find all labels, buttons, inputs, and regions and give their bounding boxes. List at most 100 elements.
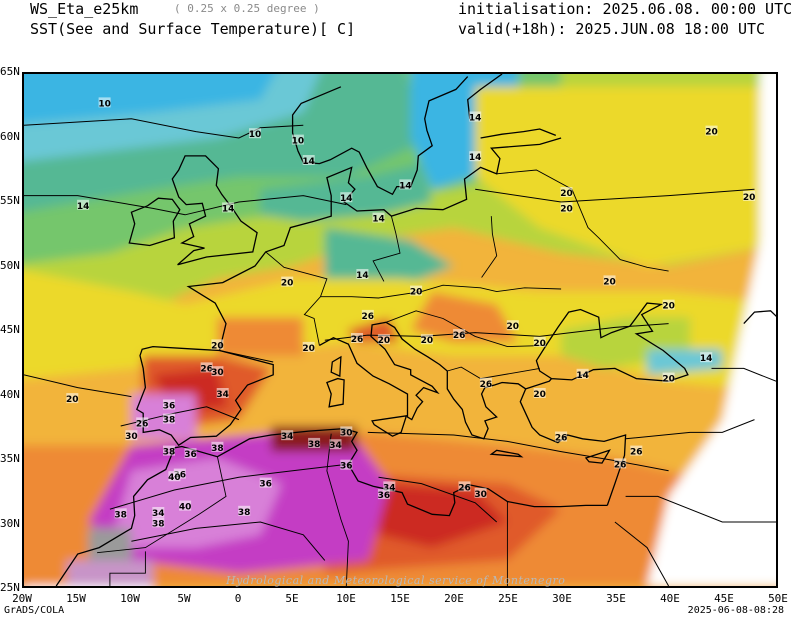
contour-label: 20 [211,341,224,351]
contour-label: 26 [555,434,568,444]
contour-label-bg [222,202,235,213]
contour-label: 26 [630,448,643,458]
lon-tick-label: 20W [12,592,32,605]
contour-label: 20 [662,375,675,385]
contour-label-bg [340,192,353,203]
contour-label: 30 [125,432,138,442]
contour-label-bg [249,128,261,139]
lat-tick-label: 25N [0,581,20,594]
contour-label-bg [361,309,374,320]
contour-label: 26 [200,364,213,374]
contour-label-bg [66,393,79,404]
lon-tick-label: 5W [177,592,191,605]
contour-label: 38 [163,448,176,458]
lon-tick-label: 10W [120,592,140,605]
contour-label-bg [356,269,369,279]
contour-label-bg [372,212,385,223]
contour-label: 26 [453,331,466,341]
contour-label: 34 [216,390,229,400]
lon-tick-label: 0 [234,592,242,605]
contour-label-bg [329,439,342,450]
contour-label: 14 [469,153,482,163]
coast-finland-west [467,74,503,119]
contour-label: 14 [372,215,385,225]
contour-label: 40 [168,473,181,483]
contour-label: 14 [399,181,412,191]
contour-label-bg [576,368,589,379]
sst-hungary [410,291,519,343]
coast-scandinavia [297,76,469,196]
border-western-sahara [109,551,146,586]
contour-label-bg [603,275,616,286]
contour-label-bg [184,448,197,459]
border-morocco-algeria [97,456,227,554]
sst-map[interactable]: 10 10 10 14 14 14 14 14 14 14 14 14 20 20 20 20 20 20 20 20… [22,72,778,588]
contour-label: 38 [163,416,176,426]
contour-label: 20 [705,128,718,138]
contour-label: 14 [576,371,589,381]
contour-label-bg [281,430,294,441]
coast-balkans-turkey [385,321,627,506]
lat-tick-label: 40N [0,387,20,401]
contour-label-bg [77,199,90,210]
isotherm-20-east [475,188,755,203]
isotherm-20-atlantic [24,374,132,398]
contour-label-bg [136,417,149,428]
lon-tick-label: 15W [66,592,86,605]
contour-label: 30 [474,490,487,500]
isotherm-10 [24,118,304,139]
contour-label: 14 [469,114,482,124]
contour-label-bg [533,336,546,347]
coast-cyprus [584,449,611,464]
border-central-east [320,284,562,299]
coast-sicily [371,415,408,437]
isotherm-36 [109,463,347,510]
contour-label: 20 [507,322,520,332]
sst-map-canvas: 10 10 10 14 14 14 14 14 14 14 14 14 20 20 20 20 20 20 20 20… [24,74,776,586]
border-algeria-tunisia-libya [326,433,349,586]
lon-tick-label: 30E [552,592,572,605]
coast-caspian [743,310,776,325]
contour-label: 36 [163,402,176,412]
sst-band-east [475,86,776,266]
border-arabia [625,495,776,523]
border-pyrenees [219,350,274,363]
contour-label-bg [291,134,304,145]
contour-label: 20 [560,204,573,214]
contour-label: 20 [743,193,756,203]
contour-label: 10 [98,99,111,109]
contour-label-bg [125,430,138,441]
coast-continent-north [186,137,562,351]
contour-label: 14 [356,271,369,281]
sst-france-south [217,317,304,356]
border-poland-east [481,216,498,278]
sst-band-cold [24,74,275,124]
contour-label-bg [700,352,713,363]
contour-label-bg [458,481,471,492]
watermark: Hydrological and Meteorological service … [226,574,566,587]
contour-label-bg [560,202,573,213]
contour-label-bg [662,372,675,383]
contour-label-bg [259,477,272,488]
lon-tick-label: 10E [336,592,356,605]
grads-credit: GrADS/COLA [4,605,65,616]
contour-label-bg [743,190,756,201]
contour-label: 26 [136,419,149,429]
contour-label-bg [662,299,675,310]
contour-label-bg [340,459,353,470]
contour-label: 14 [340,194,353,204]
contour-label: 38 [114,510,127,520]
border-germany-poland [372,215,401,282]
contour-label-bg [377,489,390,500]
valid-time: valid(+18h): 2025.JUN.08 18:00 UTC [458,20,766,38]
contour-label: 40 [179,503,192,513]
contour-label: 26 [614,460,627,470]
contour-label-bg [630,445,643,456]
border-turkey-east [625,419,755,440]
contour-label-bg [98,97,111,108]
isotherm-34-libya [378,476,498,523]
contour-label: 20 [533,390,546,400]
contour-label-bg [351,333,363,343]
contour-label: 20 [378,336,391,346]
render-timestamp: 2025-06-08-08:28 [687,605,784,616]
